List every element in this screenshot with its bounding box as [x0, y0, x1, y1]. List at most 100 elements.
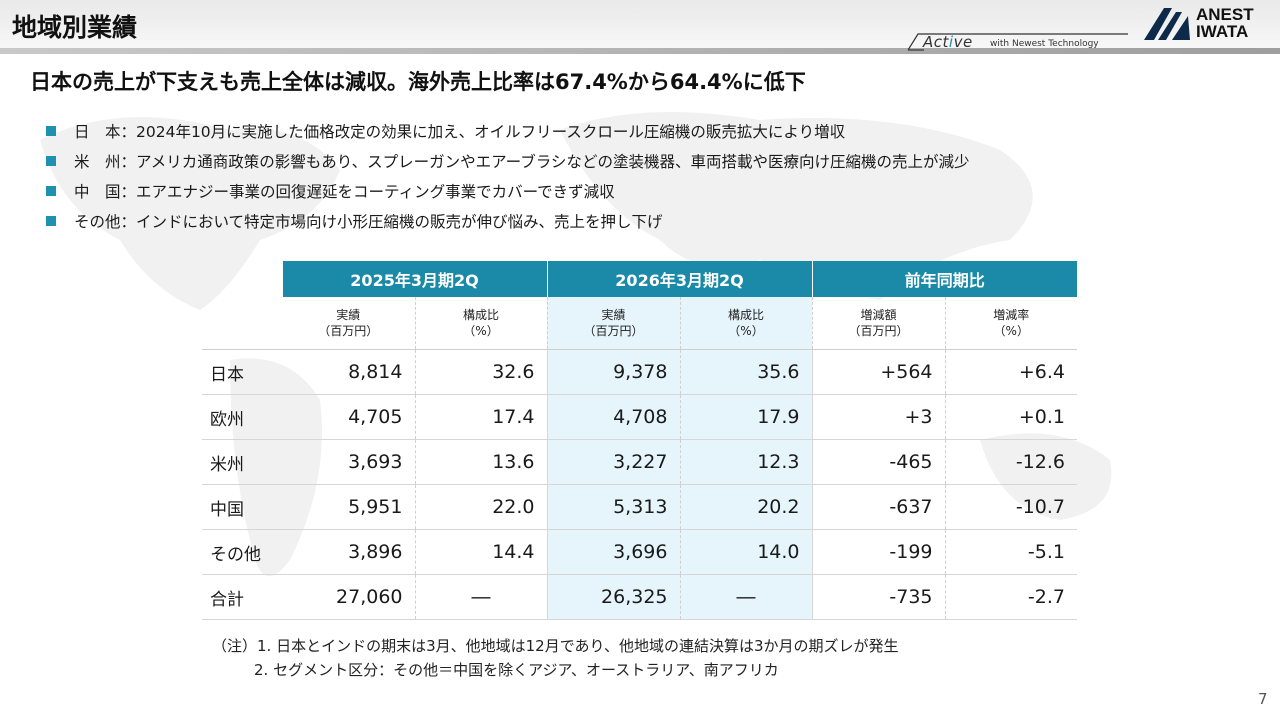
page-title: 地域別業績: [12, 13, 138, 42]
cell-value: 17.9: [680, 394, 813, 440]
table-row: 欧州 4,705 17.4 4,708 17.9 +3 +0.1: [202, 394, 1077, 440]
cell-value: 3,693: [282, 439, 416, 485]
page-number: 7: [1258, 690, 1268, 708]
table-row: 中国 5,951 22.0 5,313 20.2 -637 -10.7: [202, 484, 1077, 530]
cell-value: 13.6: [415, 439, 548, 485]
tagline-part-c: ve: [953, 33, 973, 51]
cell-value: +6.4: [945, 349, 1077, 395]
region-name: 欧州: [202, 394, 282, 440]
region-name: その他: [202, 529, 282, 575]
subheader-actual: 実績 （百万円）: [547, 297, 681, 350]
bullet-text: その他：インドにおいて特定市場向け小形圧縮機の販売が伸び悩み、売上を押し下げ: [74, 213, 663, 231]
subheader-actual: 実績 （百万円）: [282, 297, 416, 350]
bullet-item: その他：インドにおいて特定市場向け小形圧縮機の販売が伸び悩み、売上を押し下げ: [46, 210, 969, 240]
tagline-part-a: Act: [923, 33, 949, 51]
cell-value: ―: [415, 574, 548, 620]
square-bullet-icon: [46, 216, 56, 226]
cell-value: 4,705: [282, 394, 416, 440]
slide-headline: 日本の売上が下支えも売上全体は減収。海外売上比率は67.4%から64.4%に低下: [30, 70, 806, 94]
subheader-line2: （%）: [993, 324, 1029, 338]
cell-value: 17.4: [415, 394, 548, 440]
subheader-line1: 増減額: [860, 308, 897, 322]
corner-cell-sub: [202, 297, 282, 350]
tagline-part-b: i: [948, 33, 954, 51]
subheader-line2: （百万円）: [318, 324, 379, 338]
cell-value: 27,060: [282, 574, 416, 620]
subheader-line1: 実績: [601, 308, 626, 322]
bullet-item: 米 州：アメリカ通商政策の影響もあり、スプレーガンやエアーブラシなどの塗装機器、…: [46, 150, 969, 180]
footnote-2: 2. セグメント区分：その他＝中国を除くアジア、オーストラリア、南アフリカ: [254, 661, 779, 679]
cell-value: 8,814: [282, 349, 416, 395]
cell-value: -2.7: [945, 574, 1077, 620]
subheader-line2: （百万円）: [583, 324, 644, 338]
bullet-item: 日 本：2024年10月に実施した価格改定の効果に加え、オイルフリースクロール圧…: [46, 120, 969, 150]
brand-mark-icon: [1144, 8, 1190, 40]
subheader-ratio: 構成比 （%）: [415, 297, 548, 350]
cell-value: 26,325: [547, 574, 681, 620]
cell-value: -12.6: [945, 439, 1077, 485]
group-header-fy2026: 2026年3月期2Q: [546, 261, 812, 297]
cell-value: 4,708: [547, 394, 681, 440]
tagline-main: Active: [923, 33, 973, 51]
cell-value: -5.1: [945, 529, 1077, 575]
brand-line-2: IWATA: [1196, 22, 1249, 41]
footnote-1: （注）1. 日本とインドの期末は3月、他地域は12月であり、他地域の連結決算は3…: [212, 637, 899, 655]
cell-value: 14.0: [680, 529, 813, 575]
brand-line-1: ANEST: [1196, 5, 1254, 24]
cell-value: 5,951: [282, 484, 416, 530]
cell-value: 14.4: [415, 529, 548, 575]
bullet-list: 日 本：2024年10月に実施した価格改定の効果に加え、オイルフリースクロール圧…: [46, 120, 969, 240]
cell-value: -637: [812, 484, 946, 530]
cell-value: -465: [812, 439, 946, 485]
subheader-line2: （百万円）: [848, 324, 909, 338]
cell-value: 35.6: [680, 349, 813, 395]
table-row-total: 合計 27,060 ― 26,325 ― -735 -2.7: [202, 574, 1077, 620]
header-bar: 地域別業績: [0, 0, 1280, 48]
bullet-text: 中 国：エアエナジー事業の回復遅延をコーティング事業でカバーできず減収: [74, 183, 615, 201]
cell-value: +3: [812, 394, 946, 440]
cell-value: 32.6: [415, 349, 548, 395]
cell-value: -10.7: [945, 484, 1077, 530]
square-bullet-icon: [46, 126, 56, 136]
group-header-fy2025: 2025年3月期2Q: [281, 261, 547, 297]
region-name: 日本: [202, 349, 282, 395]
cell-value: 3,696: [547, 529, 681, 575]
regional-performance-table: 2025年3月期2Q 2026年3月期2Q 前年同期比 実績 （百万円） 構成比 （…: [202, 261, 1077, 620]
table-row: 日本 8,814 32.6 9,378 35.6 +564 +6.4: [202, 349, 1077, 395]
brand-text: ANEST IWATA: [1196, 6, 1254, 40]
cell-value: +0.1: [945, 394, 1077, 440]
region-name: 中国: [202, 484, 282, 530]
cell-value: 3,227: [547, 439, 681, 485]
header-divider: [0, 48, 1280, 54]
cell-value: 22.0: [415, 484, 548, 530]
tagline-sub: with Newest Technology: [990, 39, 1099, 49]
subheader-line1: 増減率: [993, 308, 1030, 322]
footnotes: （注）1. 日本とインドの期末は3月、他地域は12月であり、他地域の連結決算は3…: [212, 634, 899, 682]
subheader-line1: 実績: [336, 308, 361, 322]
bullet-text: 日 本：2024年10月に実施した価格改定の効果に加え、オイルフリースクロール圧…: [74, 123, 846, 141]
bullet-text: 米 州：アメリカ通商政策の影響もあり、スプレーガンやエアーブラシなどの塗装機器、…: [74, 153, 970, 171]
subheader-change-rate: 増減率 （%）: [945, 297, 1077, 350]
subheader-line2: （%）: [728, 324, 764, 338]
cell-value: 12.3: [680, 439, 813, 485]
slash-mark-icon: [908, 33, 1128, 51]
square-bullet-icon: [46, 186, 56, 196]
subheader-change-amount: 増減額 （百万円）: [812, 297, 946, 350]
cell-value: 3,896: [282, 529, 416, 575]
corner-cell: [202, 261, 282, 297]
subheader-ratio: 構成比 （%）: [680, 297, 813, 350]
square-bullet-icon: [46, 156, 56, 166]
region-name: 米州: [202, 439, 282, 485]
table-row: 米州 3,693 13.6 3,227 12.3 -465 -12.6: [202, 439, 1077, 485]
subheader-line1: 構成比: [462, 308, 499, 322]
table-row: その他 3,896 14.4 3,696 14.0 -199 -5.1: [202, 529, 1077, 575]
cell-value: 9,378: [547, 349, 681, 395]
cell-value: ―: [680, 574, 813, 620]
cell-value: 5,313: [547, 484, 681, 530]
cell-value: +564: [812, 349, 946, 395]
cell-value: 20.2: [680, 484, 813, 530]
bullet-item: 中 国：エアエナジー事業の回復遅延をコーティング事業でカバーできず減収: [46, 180, 969, 210]
region-name: 合計: [202, 574, 282, 620]
cell-value: -199: [812, 529, 946, 575]
subheader-line1: 構成比: [727, 308, 764, 322]
